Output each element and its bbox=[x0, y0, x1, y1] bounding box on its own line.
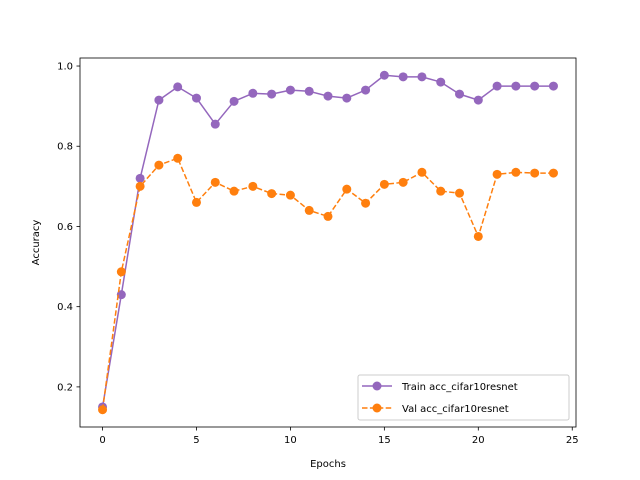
data-point-train-5 bbox=[191, 93, 201, 103]
y-axis-ticks: 0.2 0.4 0.6 0.8 1.0 bbox=[57, 62, 80, 393]
data-point-val-23 bbox=[530, 168, 540, 178]
x-tick-label: 20 bbox=[472, 435, 485, 446]
data-point-val-0 bbox=[98, 405, 108, 415]
x-tick-label: 15 bbox=[378, 435, 391, 446]
data-point-val-1 bbox=[116, 267, 126, 277]
data-point-val-2 bbox=[135, 181, 145, 191]
data-point-val-16 bbox=[398, 177, 408, 187]
data-point-train-3 bbox=[154, 95, 164, 105]
data-point-val-22 bbox=[511, 167, 521, 177]
data-point-train-2 bbox=[135, 173, 145, 183]
data-point-train-23 bbox=[530, 81, 540, 91]
legend-box bbox=[357, 374, 570, 421]
legend-label-train: Train acc_cifar10resnet bbox=[401, 382, 518, 393]
data-point-val-8 bbox=[248, 181, 258, 191]
data-point-train-7 bbox=[229, 96, 239, 106]
x-axis-ticks: 0 5 10 15 20 25 bbox=[99, 427, 579, 446]
x-tick-label: 25 bbox=[566, 435, 579, 446]
data-point-val-11 bbox=[304, 205, 314, 215]
data-point-val-14 bbox=[361, 198, 371, 208]
data-point-val-10 bbox=[285, 190, 295, 200]
data-point-val-21 bbox=[492, 169, 502, 179]
data-point-val-4 bbox=[173, 153, 183, 163]
data-point-train-4 bbox=[173, 82, 183, 92]
data-point-val-12 bbox=[323, 211, 333, 221]
data-point-train-13 bbox=[342, 93, 352, 103]
x-tick-label: 5 bbox=[193, 435, 199, 446]
plot-lines bbox=[98, 70, 558, 415]
data-point-train-14 bbox=[361, 85, 371, 95]
data-point-val-6 bbox=[210, 177, 220, 187]
legend-marker-val bbox=[372, 403, 382, 413]
data-point-train-18 bbox=[436, 77, 446, 87]
data-point-train-8 bbox=[248, 88, 258, 98]
data-point-val-5 bbox=[191, 197, 201, 207]
data-point-train-6 bbox=[210, 119, 220, 129]
y-tick-label: 0.6 bbox=[57, 222, 73, 233]
data-point-train-9 bbox=[267, 89, 277, 99]
y-tick-label: 0.4 bbox=[57, 302, 73, 313]
data-point-val-17 bbox=[417, 167, 427, 177]
data-point-train-17 bbox=[417, 72, 427, 82]
data-point-train-11 bbox=[304, 86, 314, 96]
data-point-train-24 bbox=[548, 81, 558, 91]
data-point-train-20 bbox=[473, 95, 483, 105]
data-point-train-16 bbox=[398, 72, 408, 82]
data-point-train-15 bbox=[379, 70, 389, 80]
data-point-val-24 bbox=[548, 168, 558, 178]
y-axis-label: Accuracy bbox=[31, 220, 42, 266]
data-point-val-19 bbox=[455, 188, 465, 198]
data-point-train-10 bbox=[285, 85, 295, 95]
y-tick-label: 0.8 bbox=[57, 142, 73, 153]
x-tick-label: 0 bbox=[99, 435, 105, 446]
data-point-val-13 bbox=[342, 184, 352, 194]
data-point-val-3 bbox=[154, 160, 164, 170]
data-point-train-21 bbox=[492, 81, 502, 91]
plot-frame bbox=[79, 57, 577, 428]
data-point-train-12 bbox=[323, 91, 333, 101]
y-tick-label: 1.0 bbox=[57, 62, 73, 73]
x-tick-label: 10 bbox=[284, 435, 297, 446]
data-point-val-18 bbox=[436, 186, 446, 196]
legend-marker-train bbox=[372, 381, 382, 391]
data-point-train-19 bbox=[455, 89, 465, 99]
legend: Train acc_cifar10resnet Val acc_cifar10r… bbox=[357, 374, 570, 421]
x-axis-label: Epochs bbox=[310, 459, 346, 470]
legend-label-val: Val acc_cifar10resnet bbox=[402, 404, 509, 415]
data-point-val-20 bbox=[473, 231, 483, 241]
data-point-val-15 bbox=[379, 179, 389, 189]
data-point-val-7 bbox=[229, 186, 239, 196]
data-point-val-9 bbox=[267, 189, 277, 199]
y-tick-label: 0.2 bbox=[57, 382, 73, 393]
data-point-train-22 bbox=[511, 81, 521, 91]
